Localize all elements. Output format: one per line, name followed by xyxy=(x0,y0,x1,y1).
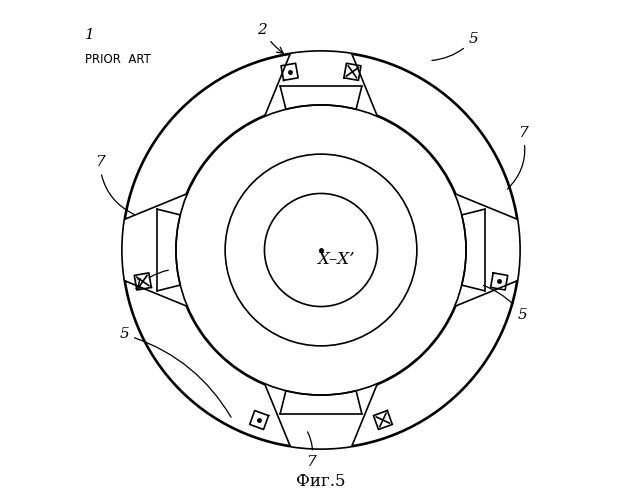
Text: 5: 5 xyxy=(119,328,231,417)
Text: 7: 7 xyxy=(306,432,316,470)
Text: 1: 1 xyxy=(134,270,168,292)
Text: X–X’: X–X’ xyxy=(317,252,354,268)
Text: 5: 5 xyxy=(483,286,528,322)
Text: 7: 7 xyxy=(95,156,134,214)
Text: 7: 7 xyxy=(507,126,528,189)
Text: 2: 2 xyxy=(257,22,283,54)
Text: PRIOR  ART: PRIOR ART xyxy=(85,53,151,66)
Text: Фиг.5: Фиг.5 xyxy=(296,472,346,490)
Text: 5: 5 xyxy=(432,32,478,60)
Text: 1: 1 xyxy=(85,28,95,42)
